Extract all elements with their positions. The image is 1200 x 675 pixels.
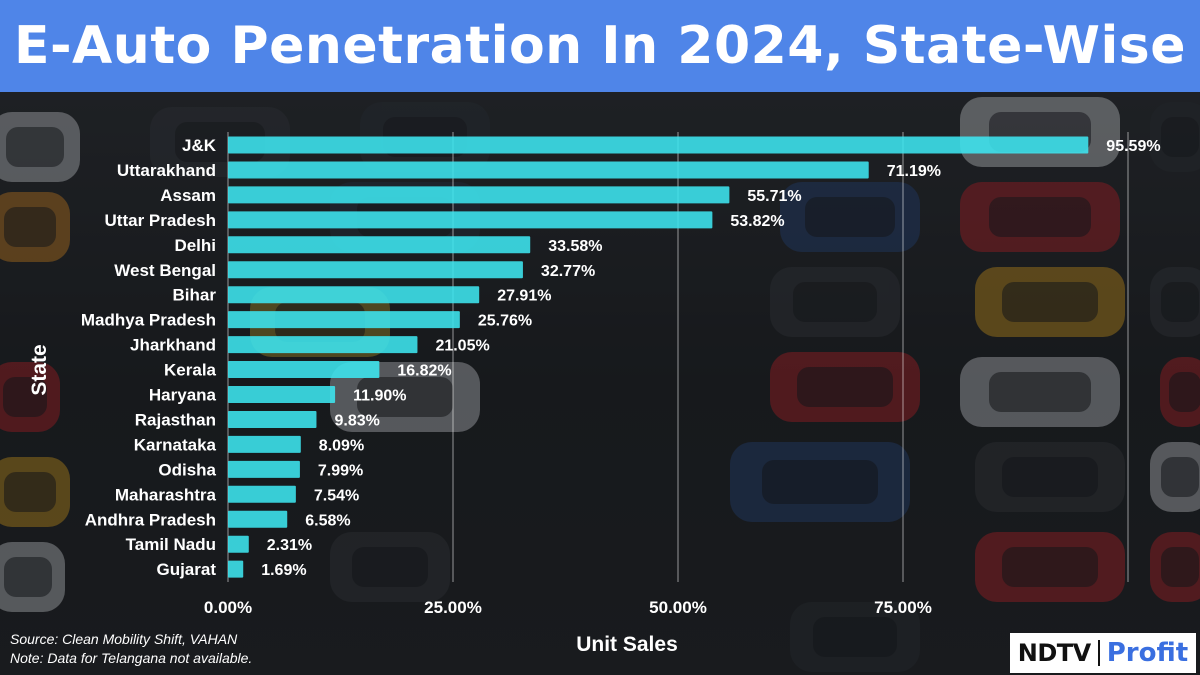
value-label: 21.05%	[435, 338, 489, 355]
category-label: Rajasthan	[135, 410, 216, 429]
bar	[228, 485, 296, 503]
source-note: Source: Clean Mobility Shift, VAHAN Note…	[10, 630, 252, 668]
value-label: 6.58%	[305, 512, 350, 529]
value-label: 7.99%	[318, 462, 363, 479]
bar	[228, 186, 730, 204]
category-label: Bihar	[173, 286, 217, 305]
bar	[228, 211, 713, 229]
value-label: 8.09%	[319, 437, 364, 454]
value-label: 1.69%	[261, 562, 306, 579]
value-label: 7.54%	[314, 487, 359, 504]
note-text: Note: Data for Telangana not available.	[10, 650, 253, 666]
bar	[228, 161, 869, 179]
category-label: Andhra Pradesh	[85, 510, 216, 529]
category-label: J&K	[182, 136, 217, 155]
value-label: 71.19%	[887, 163, 941, 180]
value-label: 33.58%	[548, 238, 602, 255]
category-label: Jharkhand	[130, 336, 216, 355]
bar	[228, 236, 531, 254]
x-tick-label: 0.00%	[204, 598, 252, 617]
bar	[228, 535, 249, 553]
category-label: Maharashtra	[115, 485, 217, 504]
background-parking-lot	[0, 92, 1200, 675]
value-label: 32.77%	[541, 263, 595, 280]
bar	[228, 410, 317, 428]
category-label: Tamil Nadu	[126, 535, 216, 554]
bars	[228, 136, 1089, 578]
bar	[228, 136, 1089, 154]
bar	[228, 386, 336, 403]
category-label: Kerala	[164, 361, 217, 380]
source-text: Source: Clean Mobility Shift, VAHAN	[10, 631, 238, 647]
value-label: 11.90%	[353, 388, 406, 405]
category-label: Uttar Pradesh	[105, 211, 216, 230]
bar	[228, 286, 480, 304]
y-axis-label: State	[28, 344, 51, 395]
category-label: West Bengal	[114, 261, 216, 280]
value-labels: 95.59% 71.19% 55.71% 53.82% 33.58% 32.77% 27.9…	[261, 138, 1160, 579]
x-tick-label: 25.00%	[424, 598, 482, 617]
value-label: 2.31%	[267, 537, 312, 554]
category-label: Karnataka	[134, 435, 217, 454]
logo-sub: Profit	[1106, 638, 1189, 668]
category-label: Uttarakhand	[117, 161, 216, 180]
value-label: 53.82%	[730, 213, 784, 230]
category-label: Odisha	[158, 460, 216, 479]
x-tick-label: 75.00%	[874, 598, 932, 617]
category-label: Delhi	[174, 236, 216, 255]
value-label: 25.76%	[478, 313, 532, 330]
value-label: 9.83%	[334, 412, 379, 429]
logo-brand: NDTV	[1017, 639, 1091, 667]
value-label: 95.59%	[1106, 138, 1160, 155]
category-label: Assam	[160, 186, 216, 205]
category-label: Haryana	[149, 386, 217, 405]
bar	[228, 560, 244, 578]
category-labels: J&K Uttarakhand Assam Uttar Pradesh Delhi Wes…	[81, 136, 217, 579]
gridlines	[227, 132, 1129, 582]
title-banner: E-Auto Penetration In 2024, State-Wise	[0, 0, 1200, 92]
x-axis-label: Unit Sales	[576, 633, 678, 656]
bar	[228, 460, 300, 478]
value-label: 55.71%	[747, 188, 801, 205]
x-tick-label: 50.00%	[649, 598, 707, 617]
value-label: 27.91%	[497, 288, 551, 305]
category-label: Gujarat	[156, 560, 216, 579]
bar	[228, 435, 301, 453]
x-tick-labels: 0.00% 25.00% 50.00% 75.00%	[204, 598, 932, 617]
chart-title: E-Auto Penetration In 2024, State-Wise	[13, 16, 1187, 76]
value-label: 16.82%	[397, 363, 451, 380]
category-label: Madhya Pradesh	[81, 311, 216, 330]
bar	[228, 510, 288, 528]
bar	[228, 336, 418, 354]
logo-divider	[1097, 640, 1100, 666]
bar	[228, 311, 460, 329]
bar	[228, 261, 523, 279]
ndtv-profit-logo: NDTV Profit	[1010, 633, 1196, 673]
bar	[228, 361, 380, 379]
